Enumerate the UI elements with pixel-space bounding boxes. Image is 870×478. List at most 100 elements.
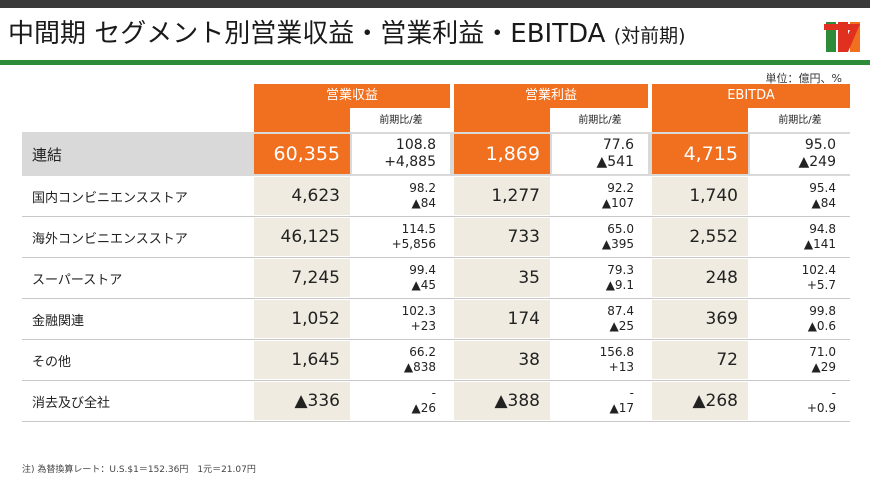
- subheader-blank: [652, 108, 748, 134]
- ratio-value: 94.8: [809, 222, 836, 236]
- value-cell: 733: [454, 218, 550, 256]
- value-cell: 174: [454, 300, 550, 338]
- change-cell: 92.2 ▲107: [552, 177, 648, 215]
- value-cell: 46,125: [254, 218, 350, 256]
- diff-value: ▲84: [411, 196, 437, 210]
- ratio-value: 114.5: [401, 222, 436, 236]
- value-cell: 1,645: [254, 341, 350, 379]
- seven-eleven-logo-icon: [824, 22, 860, 52]
- subheader-op-change: 前期比/差: [552, 110, 648, 132]
- header-operating-income: 営業利益: [454, 84, 648, 108]
- ratio-value: 108.8: [395, 137, 436, 153]
- ratio-value: 92.2: [607, 181, 634, 195]
- table-subheader-row: 前期比/差 前期比/差 前期比/差: [22, 108, 850, 134]
- change-cell: 65.0 ▲395: [552, 218, 648, 256]
- change-cell: 102.3 +23: [352, 300, 450, 338]
- table-row: 海外コンビニエンスストア 46,125 114.5 +5,856 733 65.0 ▲395…: [22, 217, 850, 258]
- subheader-revenue-change: 前期比/差: [352, 110, 450, 132]
- change-cell: - ▲17: [552, 382, 648, 420]
- ratio-value: 77.6: [602, 137, 634, 153]
- unit-label: 単位：億円、%: [765, 72, 842, 85]
- ratio-value: 79.3: [607, 263, 634, 277]
- row-label: 金融関連: [32, 313, 85, 329]
- change-cell: 95.4 ▲84: [750, 177, 850, 215]
- value-cell: 1,740: [652, 177, 748, 215]
- change-cell: 156.8 +13: [552, 341, 648, 379]
- value-cell: 369: [652, 300, 748, 338]
- diff-value: ▲141: [803, 237, 836, 251]
- change-cell: 98.2 ▲84: [352, 177, 450, 215]
- change-cell: 77.6 ▲541: [552, 134, 648, 174]
- ratio-value: -: [831, 386, 836, 400]
- value-cell: 60,355: [254, 134, 350, 174]
- row-label: スーパーストア: [32, 272, 123, 288]
- diff-value: +0.9: [806, 401, 836, 415]
- ratio-value: 87.4: [607, 304, 634, 318]
- diff-value: ▲541: [596, 154, 635, 170]
- diff-value: ▲17: [609, 401, 635, 415]
- value-cell: 72: [652, 341, 748, 379]
- change-cell: 102.4 +5.7: [750, 259, 850, 297]
- value-cell: ▲336: [254, 382, 350, 420]
- change-cell: - +0.9: [750, 382, 850, 420]
- subheader-blank: [454, 108, 550, 134]
- ratio-value: 98.2: [409, 181, 436, 195]
- value-cell: 4,715: [652, 134, 748, 174]
- diff-value: ▲45: [411, 278, 437, 292]
- value-cell: 1,869: [454, 134, 550, 174]
- row-label: 海外コンビニエンスストア: [32, 231, 188, 247]
- diff-value: ▲26: [411, 401, 437, 415]
- row-label: 連結: [32, 145, 63, 164]
- diff-value: +5,856: [391, 237, 436, 251]
- ratio-value: -: [629, 386, 634, 400]
- value-cell: 38: [454, 341, 550, 379]
- row-label: 国内コンビニエンスストア: [32, 190, 188, 206]
- ratio-value: 71.0: [809, 345, 836, 359]
- row-label: その他: [32, 354, 72, 370]
- change-cell: 99.8 ▲0.6: [750, 300, 850, 338]
- diff-value: ▲0.6: [807, 319, 836, 333]
- title-underline: [0, 60, 870, 65]
- ratio-value: 65.0: [607, 222, 634, 236]
- subheader-ebitda-change: 前期比/差: [750, 110, 850, 132]
- diff-value: +4,885: [384, 154, 436, 170]
- table-row: 金融関連 1,052 102.3 +23 174 87.4 ▲25 369 99.8 ▲0.6: [22, 299, 850, 340]
- value-cell: 2,552: [652, 218, 748, 256]
- top-bar: [0, 0, 870, 8]
- value-cell: 7,245: [254, 259, 350, 297]
- ratio-value: 95.0: [804, 137, 836, 153]
- header-revenue: 営業収益: [254, 84, 450, 108]
- row-label: 消去及び全社: [32, 395, 111, 411]
- ratio-value: 102.4: [801, 263, 836, 277]
- diff-value: ▲29: [811, 360, 837, 374]
- change-cell: 95.0 ▲249: [750, 134, 850, 174]
- diff-value: ▲395: [601, 237, 634, 251]
- table-row: 消去及び全社 ▲336- ▲26 ▲388- ▲17 ▲268- +0.9: [22, 381, 850, 422]
- ratio-value: 99.8: [809, 304, 836, 318]
- segment-table: 営業収益 営業利益 EBITDA 前期比/差 前期比/差 前期比/差 連結 60,…: [22, 84, 850, 422]
- ratio-value: 66.2: [409, 345, 436, 359]
- ratio-value: 95.4: [809, 181, 836, 195]
- ratio-value: 102.3: [401, 304, 436, 318]
- table-header-row: 営業収益 営業利益 EBITDA: [22, 84, 850, 108]
- ratio-value: 156.8: [599, 345, 634, 359]
- value-cell: ▲388: [454, 382, 550, 420]
- ratio-value: -: [431, 386, 436, 400]
- ratio-value: 99.4: [409, 263, 436, 277]
- diff-value: ▲9.1: [605, 278, 634, 292]
- diff-value: +23: [410, 319, 436, 333]
- change-cell: - ▲26: [352, 382, 450, 420]
- value-cell: 1,052: [254, 300, 350, 338]
- change-cell: 99.4 ▲45: [352, 259, 450, 297]
- value-cell: 248: [652, 259, 748, 297]
- subheader-blank: [254, 108, 350, 134]
- table-row: その他 1,645 66.2 ▲838 38 156.8 +13 72 71.0 ▲29: [22, 340, 850, 381]
- diff-value: ▲107: [601, 196, 634, 210]
- diff-value: ▲25: [609, 319, 635, 333]
- value-cell: 1,277: [454, 177, 550, 215]
- change-cell: 87.4 ▲25: [552, 300, 648, 338]
- diff-value: ▲249: [798, 154, 837, 170]
- title-main: 中間期 セグメント別営業収益・営業利益・EBITDA: [8, 19, 606, 49]
- change-cell: 79.3 ▲9.1: [552, 259, 648, 297]
- change-cell: 94.8 ▲141: [750, 218, 850, 256]
